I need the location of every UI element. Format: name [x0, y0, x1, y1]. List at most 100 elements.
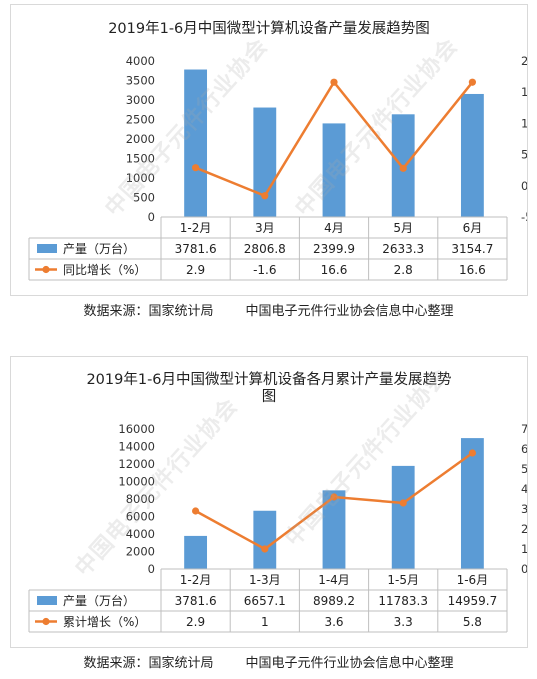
- data-label-growth: 2.8: [394, 263, 413, 277]
- x-tick-label: 5月: [393, 221, 413, 235]
- x-tick-label: 1-6月: [457, 573, 489, 587]
- data-label-growth: 3.6: [324, 615, 343, 629]
- y-left-tick-label: 1500: [126, 152, 155, 166]
- legend-bar-label: 产量（万台）: [63, 593, 135, 608]
- data-label-growth: 2.9: [186, 615, 205, 629]
- data-label-production: 8989.2: [313, 594, 355, 608]
- x-tick-label: 1-5月: [387, 573, 419, 587]
- x-tick-label: 6月: [463, 221, 483, 235]
- bar-1-6月: [460, 438, 484, 569]
- y-right-tick-label: 20: [521, 54, 527, 68]
- chart-panel-cumulative: 2019年1-6月中国微型计算机设备各月累计产量发展趋势图 0 2000 4000 60…: [10, 356, 528, 648]
- bar-3月: [253, 107, 277, 217]
- y-left-tick-label: 2000: [126, 132, 155, 146]
- y-right-tick-label: 7: [521, 422, 527, 436]
- bar-6月: [460, 93, 484, 217]
- data-label-production: 2633.3: [382, 242, 424, 256]
- growth-point-1-5月: [399, 499, 407, 507]
- legend-bar-swatch: [37, 244, 57, 253]
- y-left-tick-label: 6000: [126, 510, 155, 524]
- data-label-production: 3154.7: [451, 242, 493, 256]
- y-left-tick-label: 2500: [126, 113, 155, 127]
- data-label-growth: 5.8: [463, 615, 482, 629]
- bar-1-4月: [322, 490, 346, 569]
- growth-point-3月: [261, 192, 269, 200]
- chart-title: 2019年1-6月中国微型计算机设备产量发展趋势图: [108, 20, 430, 37]
- data-label-production: 14959.7: [448, 594, 498, 608]
- data-label-production: 3781.6: [175, 594, 217, 608]
- y-left-tick-label: 4000: [126, 527, 155, 541]
- y-left-tick-label: 4000: [126, 54, 155, 68]
- x-tick-label: 3月: [255, 221, 275, 235]
- y-left-tick-label: 1000: [126, 171, 155, 185]
- x-tick-label: 1-2月: [180, 573, 212, 587]
- y-left-tick-label: 16000: [118, 422, 155, 436]
- y-right-tick-label: 10: [521, 116, 527, 130]
- y-left-tick-label: 14000: [118, 440, 155, 454]
- y-left-tick-label: 0: [148, 210, 155, 224]
- y-left-tick-label: 10000: [118, 475, 155, 489]
- bar-1-3月: [253, 510, 277, 569]
- y-left-tick-label: 3000: [126, 93, 155, 107]
- source-label: 数据来源：国家统计局: [83, 304, 214, 319]
- legend-line-marker: [42, 265, 50, 274]
- y-right-tick-label: 0: [521, 179, 527, 193]
- y-right-tick-label: 5: [521, 462, 527, 476]
- legend-line-marker: [42, 617, 50, 626]
- data-label-growth: 3.3: [394, 615, 413, 629]
- data-label-production: 2399.9: [313, 242, 355, 256]
- y-right-tick-label: 3: [521, 502, 527, 516]
- y-left-tick-label: 3500: [126, 74, 155, 88]
- legend-bar-label: 产量（万台）: [63, 241, 135, 256]
- data-label-production: 2806.8: [244, 242, 286, 256]
- y-right-tick-label: 2: [521, 522, 527, 536]
- monthly-production-chart: 2019年1-6月中国微型计算机设备产量发展趋势图050010001500200…: [28, 20, 527, 281]
- y-right-tick-label: 0: [521, 562, 527, 576]
- growth-point-1-3月: [261, 545, 269, 553]
- data-label-production: 3781.6: [175, 242, 217, 256]
- growth-point-1-2月: [192, 164, 200, 172]
- bar-4月: [322, 123, 346, 217]
- data-label-growth: -1.6: [253, 263, 276, 277]
- y-right-tick-label: -5: [521, 210, 527, 224]
- y-left-tick-label: 0: [148, 562, 155, 576]
- data-label-production: 6657.1: [244, 594, 286, 608]
- data-label-growth: 16.6: [321, 263, 348, 277]
- bar-1-2月: [184, 535, 208, 569]
- x-tick-label: 1-3月: [249, 573, 281, 587]
- chart-title: 图: [262, 389, 277, 405]
- data-label-growth: 16.6: [459, 263, 486, 277]
- y-right-tick-label: 15: [521, 85, 527, 99]
- growth-point-1-6月: [468, 449, 476, 457]
- source-note-1: 数据来源：国家统计局 中国电子元件行业协会信息中心整理: [0, 300, 537, 319]
- y-left-tick-label: 8000: [126, 492, 155, 506]
- chart-title: 2019年1-6月中国微型计算机设备各月累计产量发展趋势: [86, 371, 451, 388]
- x-tick-label: 4月: [324, 221, 344, 235]
- growth-point-1-2月: [192, 507, 200, 515]
- growth-point-6月: [468, 78, 476, 86]
- growth-point-1-4月: [330, 493, 338, 501]
- y-right-tick-label: 5: [521, 148, 527, 162]
- x-tick-label: 1-2月: [180, 221, 212, 235]
- legend-line-label: 累计增长（%）: [63, 615, 146, 629]
- chart-panel-monthly: 2019年1-6月中国微型计算机设备产量发展趋势图 0 500 1000 1500 200…: [10, 4, 528, 296]
- y-left-tick-label: 500: [133, 191, 155, 205]
- source-org: 中国电子元件行业协会信息中心整理: [245, 304, 454, 319]
- y-left-tick-label: 12000: [118, 457, 155, 471]
- data-label-growth: 2.9: [186, 263, 205, 277]
- data-label-growth: 1: [261, 615, 269, 629]
- growth-point-5月: [399, 164, 407, 172]
- y-right-tick-label: 1: [521, 542, 527, 556]
- source-org: 中国电子元件行业协会信息中心整理: [245, 656, 454, 671]
- legend-bar-swatch: [37, 596, 57, 605]
- y-right-tick-label: 6: [521, 442, 527, 456]
- bar-1-5月: [391, 465, 415, 569]
- bar-1-2月: [184, 69, 208, 217]
- y-left-tick-label: 2000: [126, 545, 155, 559]
- source-label: 数据来源：国家统计局: [83, 656, 214, 671]
- y-right-tick-label: 4: [521, 482, 527, 496]
- data-label-production: 11783.3: [378, 594, 428, 608]
- growth-point-4月: [330, 78, 338, 86]
- source-note-2: 数据来源：国家统计局 中国电子元件行业协会信息中心整理: [0, 652, 537, 671]
- cumulative-production-chart: 2019年1-6月中国微型计算机设备各月累计产量发展趋势图02000400060…: [28, 371, 527, 633]
